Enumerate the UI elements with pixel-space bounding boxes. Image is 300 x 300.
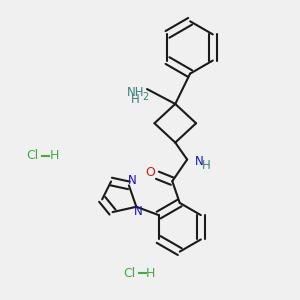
Text: Cl: Cl <box>26 149 39 162</box>
Text: NH: NH <box>126 86 144 99</box>
Text: 2: 2 <box>142 92 149 101</box>
Text: O: O <box>146 166 155 179</box>
Text: H: H <box>49 149 59 162</box>
Text: H: H <box>131 93 140 106</box>
Text: N: N <box>195 155 203 168</box>
Text: N: N <box>134 205 142 218</box>
Text: Cl: Cl <box>123 267 135 280</box>
Text: H: H <box>146 267 155 280</box>
Text: H: H <box>202 159 210 172</box>
Text: N: N <box>128 173 136 187</box>
